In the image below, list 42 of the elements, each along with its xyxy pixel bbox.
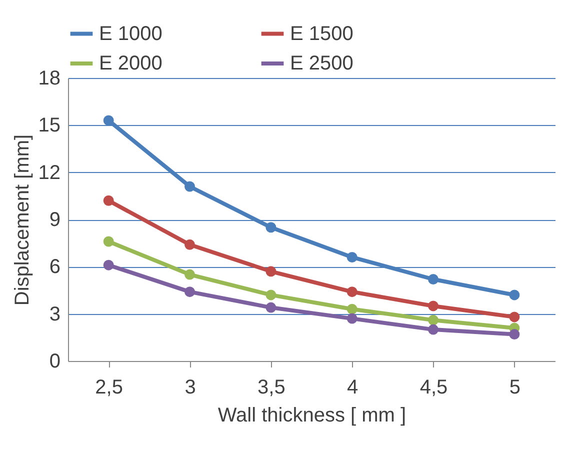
point — [509, 329, 520, 340]
y-tick-label: 15 — [38, 114, 60, 137]
point — [184, 286, 195, 298]
point — [103, 115, 114, 126]
point — [184, 269, 195, 280]
y-tick-label: 0 — [49, 350, 60, 372]
point — [346, 252, 358, 262]
legend-label: E 1000 — [99, 22, 162, 45]
x-tick-label: 3 — [184, 376, 196, 398]
point — [266, 266, 276, 277]
y-tick-label: 6 — [49, 256, 60, 278]
point — [346, 304, 358, 314]
point — [184, 239, 195, 250]
legend-label: E 2500 — [290, 52, 354, 74]
point — [103, 195, 114, 206]
point — [184, 181, 195, 192]
point — [346, 313, 358, 324]
legend-label: E 2000 — [99, 52, 162, 74]
point — [509, 290, 520, 300]
y-tick-label: 12 — [38, 162, 60, 184]
point — [266, 290, 276, 300]
x-axis-title: Wall thickness [ mm ] — [218, 404, 406, 426]
point — [509, 312, 520, 322]
x-tick-label: 4 — [347, 376, 358, 398]
point — [428, 274, 438, 284]
point — [428, 314, 438, 326]
point — [103, 260, 114, 270]
point — [428, 324, 438, 335]
y-tick-label: 3 — [49, 303, 60, 326]
legend-label: E 1500 — [290, 22, 354, 45]
x-tick-label: 5 — [509, 376, 520, 398]
x-tick-label: 4,5 — [420, 376, 448, 398]
y-tick-label: 18 — [38, 68, 60, 90]
x-tick-label: 3,5 — [258, 376, 286, 398]
point — [266, 222, 276, 233]
x-tick-label: 2,5 — [95, 376, 123, 398]
y-axis-title: Displacement [mm] — [11, 134, 34, 306]
y-tick-label: 9 — [49, 209, 60, 231]
point — [266, 302, 276, 313]
point — [428, 300, 438, 312]
point — [346, 286, 358, 298]
point — [103, 236, 114, 247]
